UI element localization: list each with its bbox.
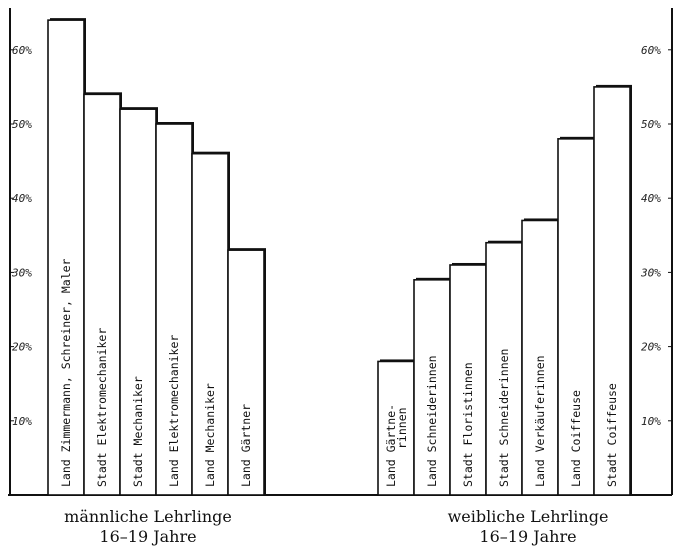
male-tick-label: 10% (12, 415, 32, 428)
male-bar-label: Land Zimmermann, Schreiner, Maler (59, 258, 73, 487)
text-layer: 10% 20% 30% 40% 50% 60% Land Zimmermann, Schre… (11, 44, 661, 546)
female-tick-label: 50% (641, 118, 661, 131)
female-tick-label: 30% (640, 266, 661, 279)
male-tick-label: 40% (12, 192, 32, 205)
male-bar-label: Stadt Mechaniker (131, 376, 145, 487)
female-bar-label: Stadt Floristinnen (461, 362, 475, 487)
male-bar-label: Land Gärtner (239, 404, 253, 487)
female-bar-label: Land Schneiderinnen (425, 355, 439, 487)
female-tick-label: 20% (641, 341, 661, 354)
female-bar (593, 86, 631, 496)
male-caption-line: 16–19 Jahre (99, 527, 196, 546)
male-bar-label: Stadt Elektromechaniker (95, 328, 109, 487)
female-bar (413, 279, 451, 496)
female-bar-label: Land Coiffeuse (569, 390, 583, 487)
male-tick-label: 60% (12, 44, 32, 57)
female-bar-label: Stadt Coiffeuse (605, 383, 619, 487)
male-bar (191, 152, 229, 496)
female-tick-label: 10% (641, 415, 661, 428)
male-tick-label: 50% (12, 118, 32, 131)
male-bar (227, 249, 265, 496)
male-bar-label: Land Mechaniker (203, 383, 217, 487)
male-bar-label: Land Elektromechaniker (167, 335, 181, 487)
bars-layer (47, 18, 632, 496)
male-bar (155, 123, 193, 496)
male-caption-line: männliche Lehrlinge (64, 507, 232, 526)
female-caption-line: weibliche Lehrlinge (448, 507, 609, 526)
female-tick-label: 40% (641, 192, 661, 205)
female-bar-label: Land Gärtne-rinnen (384, 404, 409, 487)
male-bar (119, 108, 157, 496)
female-tick-label: 60% (641, 44, 661, 57)
female-bar (557, 138, 595, 496)
male-tick-label: 30% (11, 266, 32, 279)
female-bar-label: Land Verkäuferinnen (533, 355, 547, 487)
female-bar (449, 264, 487, 496)
female-bar-label: Stadt Schneiderinnen (497, 349, 511, 487)
male-tick-label: 20% (12, 341, 32, 354)
female-caption-line: 16–19 Jahre (479, 527, 576, 546)
female-bar (377, 360, 415, 496)
